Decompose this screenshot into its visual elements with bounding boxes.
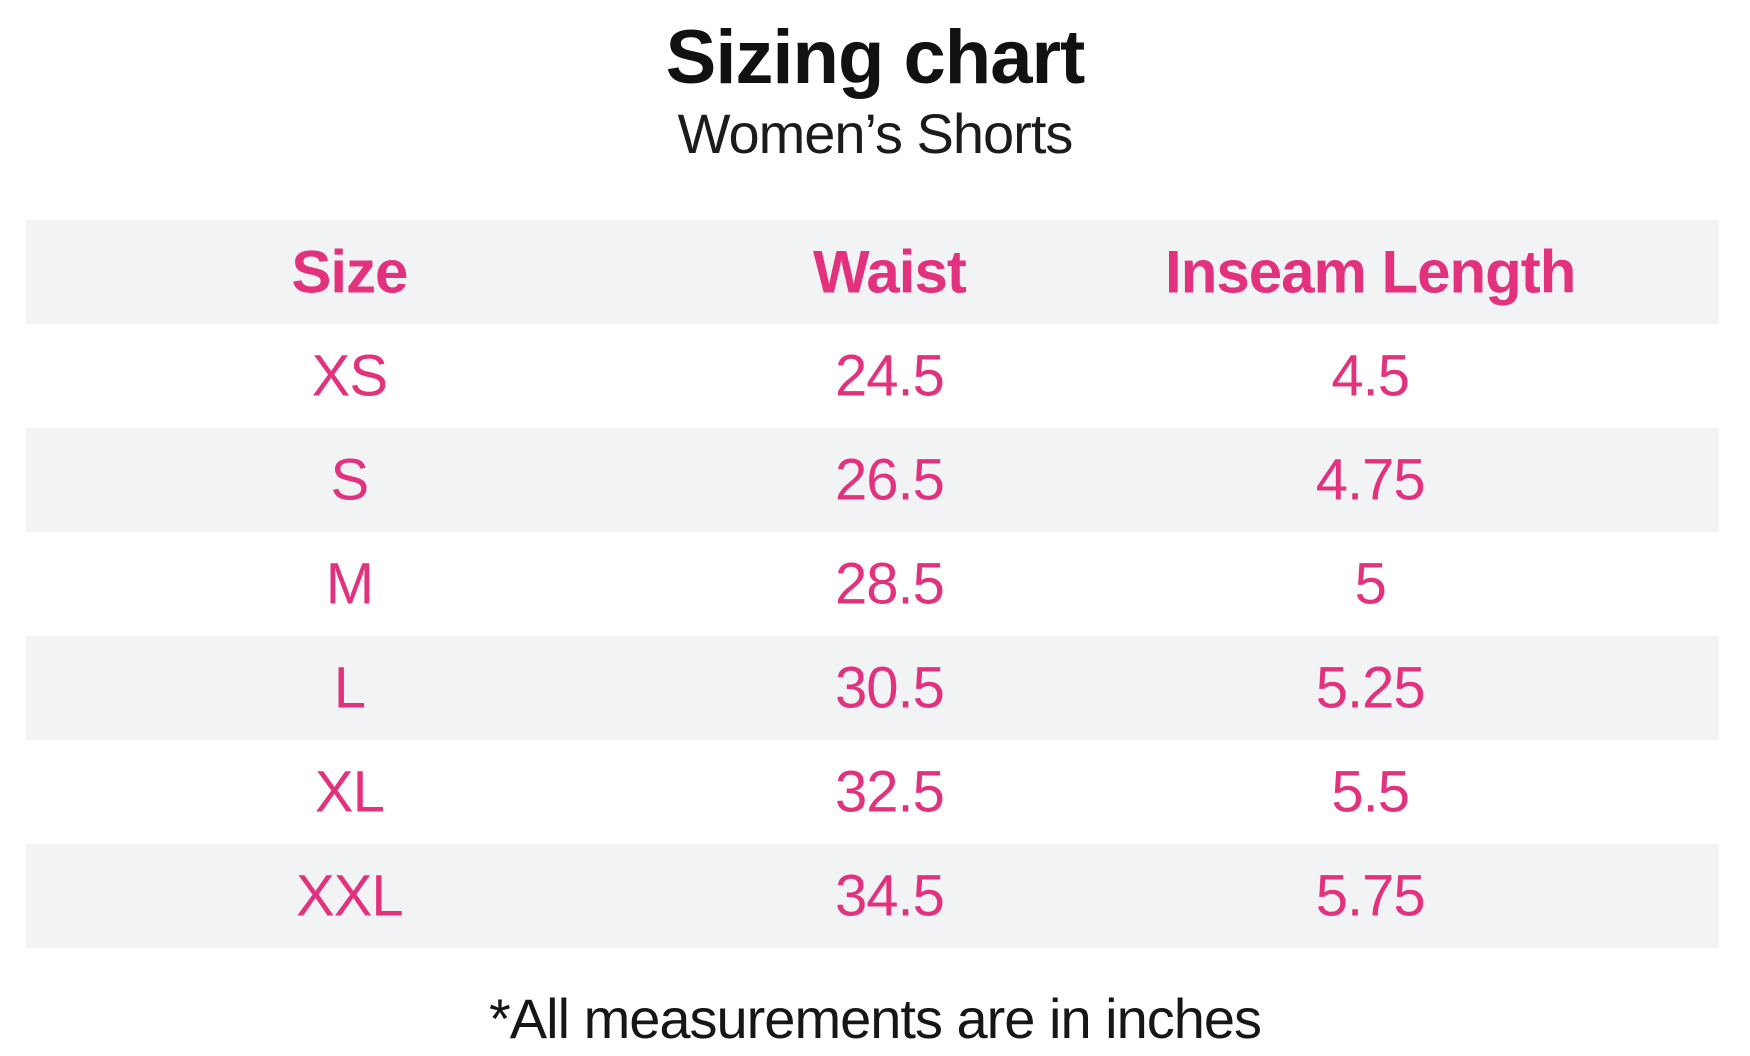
column-header-waist: Waist	[813, 238, 967, 306]
column-header-size: Size	[291, 238, 408, 306]
cell-waist: 34.5	[834, 863, 945, 929]
column-header-inseam-length: Inseam Length	[1165, 238, 1576, 306]
table-header-row: Size Waist Inseam Length	[26, 220, 1719, 324]
page-subtitle: Women’s Shorts	[677, 102, 1074, 166]
cell-inseam: 4.75	[1315, 447, 1426, 513]
cell-size: XL	[314, 759, 385, 825]
page-title: Sizing chart	[665, 15, 1086, 100]
table-row-s: S 26.5 4.75	[26, 428, 1719, 532]
table-row-xs: XS 24.5 4.5	[26, 324, 1719, 428]
cell-size: XS	[311, 343, 388, 409]
cell-waist: 26.5	[834, 447, 945, 513]
cell-size: M	[325, 551, 374, 617]
cell-inseam: 5.25	[1315, 655, 1426, 721]
sizing-table: Size Waist Inseam Length XS 24.5 4.5 S 2…	[26, 220, 1719, 948]
cell-waist: 28.5	[834, 551, 945, 617]
table-row-l: L 30.5 5.25	[26, 636, 1719, 740]
cell-waist: 24.5	[834, 343, 945, 409]
cell-inseam: 5.5	[1331, 759, 1410, 825]
cell-size: S	[330, 447, 370, 513]
measurements-footnote: *All measurements are in inches	[488, 987, 1262, 1050]
cell-waist: 32.5	[834, 759, 945, 825]
table-row-xxl: XXL 34.5 5.75	[26, 844, 1719, 948]
cell-inseam: 5	[1354, 551, 1387, 617]
cell-inseam: 5.75	[1315, 863, 1426, 929]
cell-size: XXL	[296, 863, 404, 929]
cell-size: L	[333, 655, 366, 721]
cell-waist: 30.5	[834, 655, 945, 721]
cell-inseam: 4.5	[1331, 343, 1410, 409]
table-row-xl: XL 32.5 5.5	[26, 740, 1719, 844]
table-row-m: M 28.5 5	[26, 532, 1719, 636]
